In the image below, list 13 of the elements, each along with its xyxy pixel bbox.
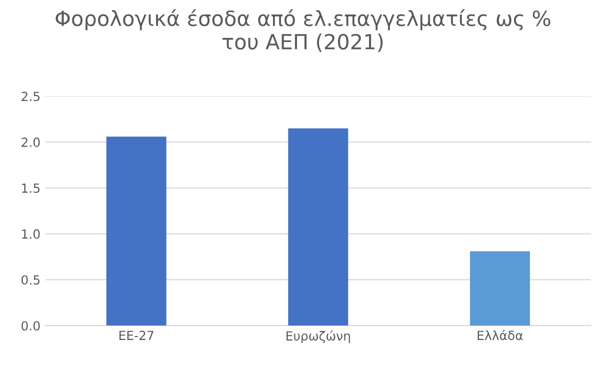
y-tick-label: 0.5 — [22, 275, 40, 285]
y-tick-label: 2.5 — [22, 92, 40, 102]
x-tick-label: Ελλάδα — [478, 330, 523, 340]
y-tick-label: 0.0 — [22, 321, 40, 331]
y-tick-label: 1.5 — [22, 184, 40, 193]
chart-title: Φορολογικά έσοδα από ελ.επαγγελματίες ως % του ΑΕΠ (2021) — [56, 9, 550, 52]
x-tick-label: Ευρωζώνη — [286, 330, 350, 344]
y-tick-label: 2.0 — [22, 138, 40, 148]
x-tick-label: ΕΕ-27 — [119, 330, 154, 340]
y-tick-label: 1.0 — [22, 229, 40, 239]
bar — [106, 136, 166, 326]
bar — [470, 251, 530, 326]
bar — [288, 128, 348, 326]
